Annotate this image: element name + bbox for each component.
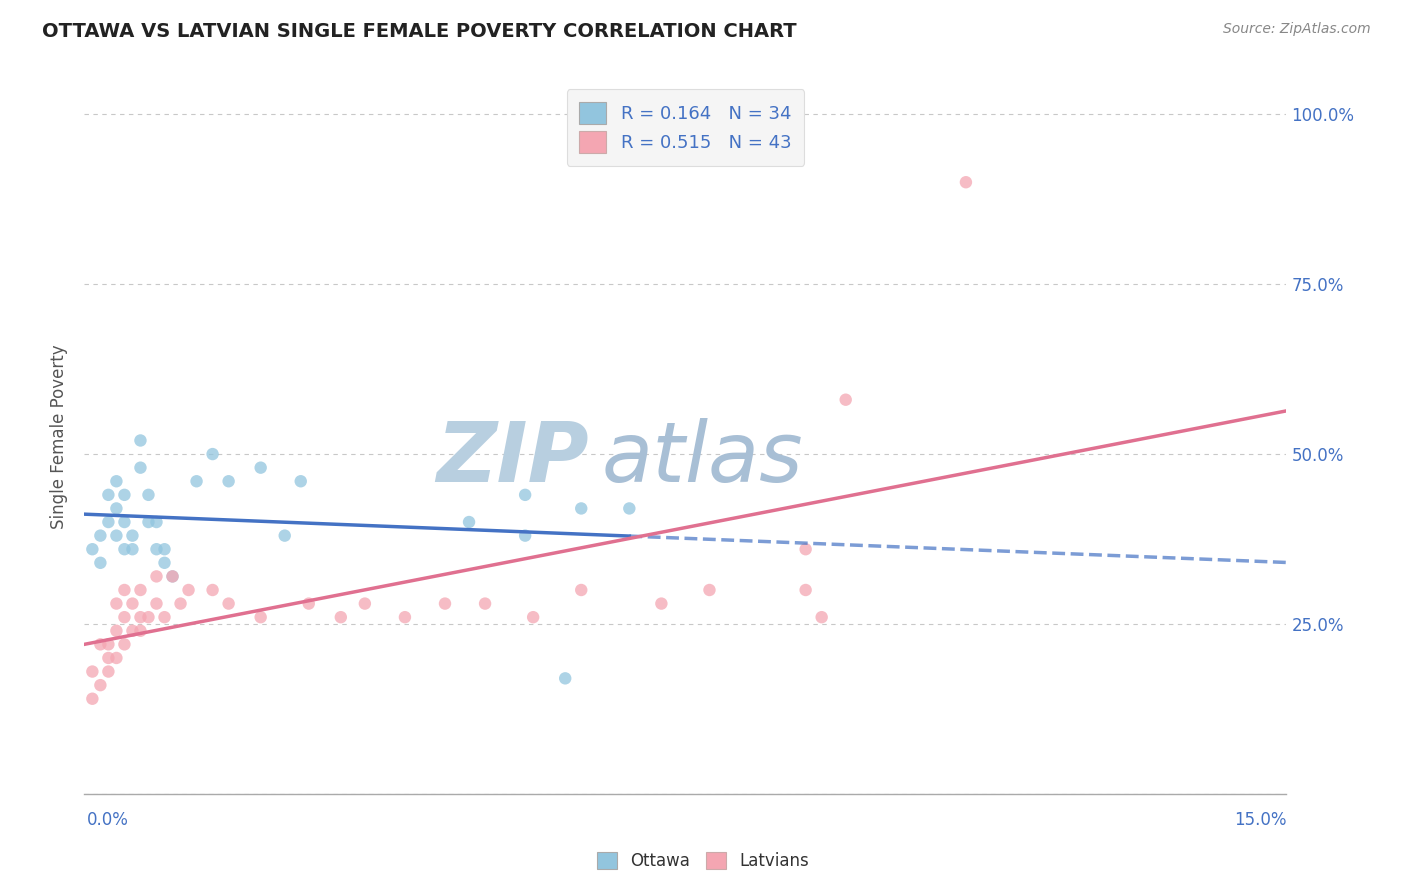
Point [515,488,537,502]
Point [121,624,143,638]
Point [97,665,120,679]
Point [105,501,128,516]
Point [129,582,152,597]
Point [97,488,120,502]
Point [97,651,120,665]
Point [394,610,416,624]
Point [201,447,224,461]
Point [218,597,240,611]
Point [89,556,111,570]
Point [249,610,271,624]
Point [162,569,184,583]
Point [329,610,352,624]
Text: Source: ZipAtlas.com: Source: ZipAtlas.com [1223,22,1371,37]
Point [121,542,143,557]
Point [89,637,111,651]
Point [650,597,672,611]
Point [162,569,184,583]
Point [186,475,208,489]
Point [554,671,576,685]
Point [138,515,160,529]
Point [298,597,321,611]
Point [138,488,160,502]
Point [810,610,832,624]
Point [458,515,481,529]
Point [114,637,135,651]
Point [114,610,135,624]
Point [619,501,641,516]
Point [97,515,120,529]
Point [114,582,135,597]
Point [201,582,224,597]
Point [105,624,128,638]
Point [129,460,152,475]
Point [515,528,537,542]
Point [699,582,721,597]
Point [82,691,104,706]
Point [138,610,160,624]
Text: atlas: atlas [602,418,803,499]
Point [569,501,592,516]
Point [218,475,240,489]
Text: 15.0%: 15.0% [1234,811,1286,829]
Point [114,488,135,502]
Point [794,582,817,597]
Point [955,175,977,189]
Point [522,610,544,624]
Point [169,597,191,611]
Point [835,392,858,407]
Point [153,610,176,624]
Point [105,597,128,611]
Point [82,542,104,557]
Text: 0.0%: 0.0% [87,811,129,829]
Point [153,542,176,557]
Point [794,542,817,557]
Point [569,582,592,597]
Point [145,515,167,529]
Point [89,678,111,692]
Y-axis label: Single Female Poverty: Single Female Poverty [51,345,69,529]
Point [290,475,312,489]
Point [474,597,496,611]
Point [82,665,104,679]
Point [274,528,297,542]
Point [354,597,377,611]
Point [121,528,143,542]
Point [145,569,167,583]
Point [145,597,167,611]
Point [177,582,200,597]
Point [129,624,152,638]
Legend: Ottawa, Latvians: Ottawa, Latvians [596,852,810,870]
Point [114,542,135,557]
Point [105,475,128,489]
Point [121,597,143,611]
Point [153,556,176,570]
Point [434,597,457,611]
Text: ZIP: ZIP [437,418,589,499]
Point [114,515,135,529]
Point [105,528,128,542]
Text: OTTAWA VS LATVIAN SINGLE FEMALE POVERTY CORRELATION CHART: OTTAWA VS LATVIAN SINGLE FEMALE POVERTY … [42,22,797,41]
Point [145,542,167,557]
Legend: R = 0.164   N = 34, R = 0.515   N = 43: R = 0.164 N = 34, R = 0.515 N = 43 [567,89,804,166]
Point [105,651,128,665]
Point [89,528,111,542]
Point [97,637,120,651]
Point [129,610,152,624]
Point [249,460,271,475]
Point [129,434,152,448]
